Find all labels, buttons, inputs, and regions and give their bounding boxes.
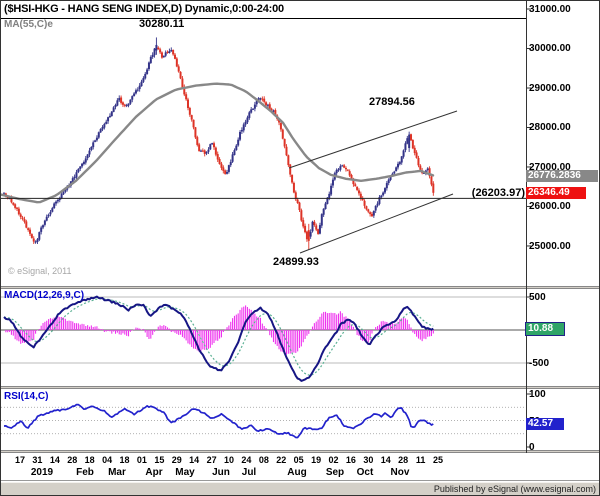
date-axis-day: 29: [171, 455, 182, 465]
price-axis-tick: 31000.00: [529, 4, 571, 15]
annotation-support-level: (26203.97): [471, 187, 525, 199]
date-axis-day: 16: [345, 455, 356, 465]
footer-bar: Published by eSignal (www.esignal.com): [1, 482, 599, 495]
date-axis-day: 19: [311, 455, 322, 465]
date-axis-day: 28: [398, 455, 409, 465]
macd-axis-tick: 500: [529, 292, 546, 303]
date-axis-month: 2019: [30, 467, 54, 478]
macd-study-label: MACD(12,26,9,C): [4, 290, 85, 301]
esignal-watermark: © eSignal, 2011: [8, 266, 72, 276]
date-axis-day: 17: [14, 455, 25, 465]
date-axis-month: Aug: [287, 467, 307, 478]
date-axis-month: Nov: [390, 467, 410, 478]
rsi-axis-tick: 100: [529, 389, 546, 400]
date-axis-day: 31: [32, 455, 43, 465]
ma-value-badge: 26776.2836: [526, 170, 598, 182]
price-axis-tick: 27000.00: [529, 161, 571, 173]
date-axis-day: 14: [189, 455, 200, 465]
macd-axis-tick: -500: [529, 358, 550, 369]
price-axis-tick: 29000.00: [529, 82, 571, 94]
rsi-value-badge: 42.57: [526, 418, 564, 430]
chart-title: ($HSI-HKG - HANG SENG INDEX,D) Dynamic,0…: [4, 3, 284, 15]
annotation-november-high: 27894.56: [369, 96, 415, 108]
date-axis-month: Feb: [76, 467, 94, 478]
date-axis-day: 18: [84, 455, 95, 465]
ma-study-label: MA(55,C)e: [4, 19, 53, 30]
date-axis-day: 15: [154, 455, 165, 465]
date-axis-month: Jul: [241, 467, 257, 478]
date-axis-day: 30: [363, 455, 374, 465]
date-axis-month: Mar: [108, 467, 126, 478]
date-axis-day: 27: [206, 455, 217, 465]
macd-value-badge: 10.88: [525, 322, 565, 336]
last-price-badge: 26346.49: [526, 187, 586, 199]
price-axis-tick: 28000.00: [529, 122, 571, 134]
date-axis-day: 01: [136, 455, 147, 465]
date-axis-day: 11: [415, 455, 426, 465]
date-axis-day: 14: [380, 455, 391, 465]
date-axis-day: 04: [102, 455, 113, 465]
date-axis-day: 05: [293, 455, 304, 465]
price-axis-tick: 30000.00: [529, 43, 571, 55]
annotation-august-low: 24899.93: [273, 256, 319, 268]
price-axis-tick: 26000.00: [529, 201, 571, 213]
date-axis-day: 25: [432, 455, 443, 465]
annotation-april-high: 30280.11: [139, 18, 185, 30]
rsi-axis-tick: 0: [529, 442, 535, 453]
date-axis-month: Jun: [212, 467, 230, 478]
date-axis-day: 14: [49, 455, 60, 465]
date-axis-month: May: [175, 467, 195, 478]
date-axis-day: 10: [223, 455, 234, 465]
date-axis-day: 28: [67, 455, 78, 465]
date-axis-day: 08: [258, 455, 269, 465]
price-axis-tick: 25000.00: [529, 240, 571, 252]
date-axis-day: 24: [241, 455, 252, 465]
rsi-study-label: RSI(14,C): [4, 391, 49, 402]
date-axis-day: 22: [276, 455, 287, 465]
date-axis-month: Apr: [145, 467, 163, 478]
date-axis-day: 02: [328, 455, 339, 465]
footer-text: Published by eSignal (www.esignal.com): [433, 484, 596, 494]
date-axis-month: Sep: [325, 467, 345, 478]
date-axis-day: 18: [119, 455, 130, 465]
date-axis-month: Oct: [356, 467, 374, 478]
